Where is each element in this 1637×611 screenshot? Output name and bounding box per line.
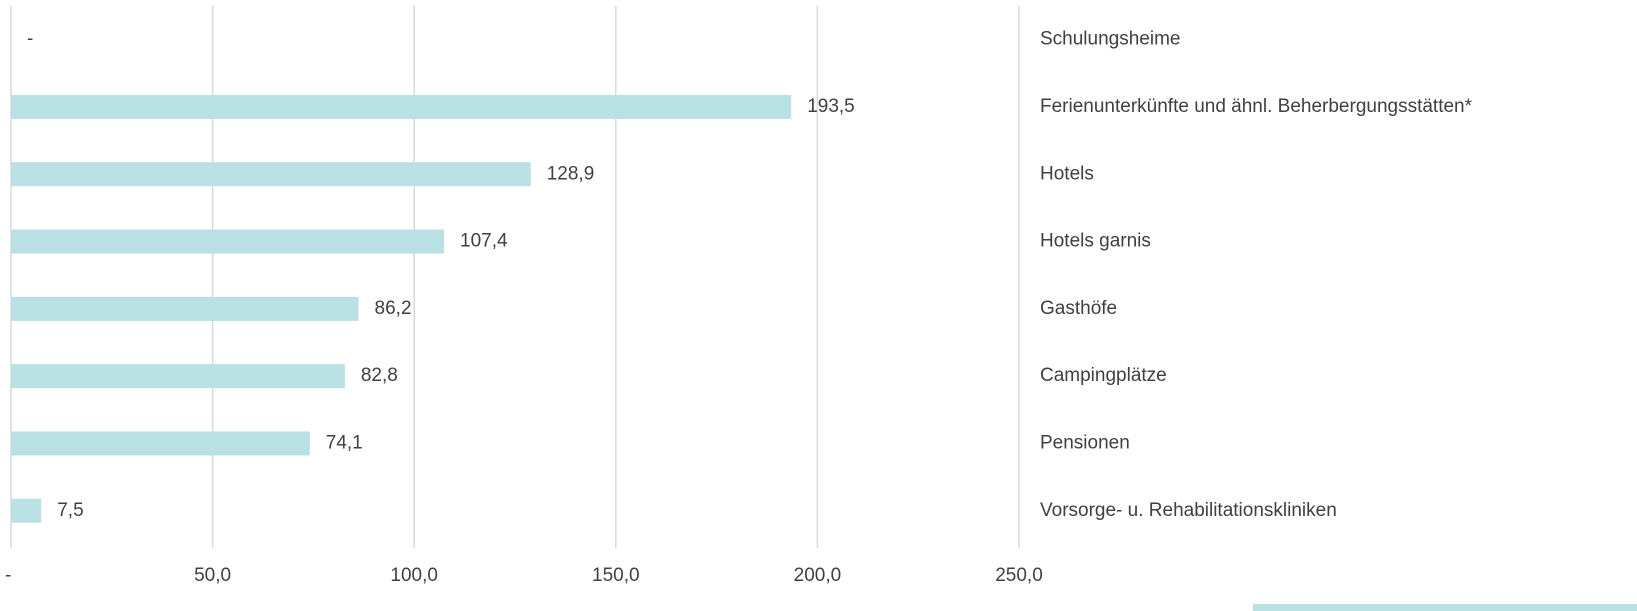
category-label: Ferienunterkünfte und ähnl. Beherbergung… <box>1040 96 1473 117</box>
bar <box>11 229 445 254</box>
bar <box>11 296 359 321</box>
category-label: Hotels garnis <box>1040 231 1151 252</box>
category-label: Campingplätze <box>1040 365 1167 386</box>
value-label: 86,2 <box>375 298 412 319</box>
value-label: 7,5 <box>57 500 83 521</box>
category-label: Schulungsheime <box>1040 29 1180 50</box>
category-label: Pensionen <box>1040 432 1130 453</box>
value-label: 107,4 <box>460 231 508 252</box>
value-label: 128,9 <box>547 163 595 184</box>
value-label: 82,8 <box>361 365 398 386</box>
category-label: Hotels <box>1040 163 1094 184</box>
x-tick-label: 250,0 <box>995 565 1043 586</box>
category-label: Vorsorge- u. Rehabilitationskliniken <box>1040 500 1337 521</box>
value-label: - <box>27 29 33 50</box>
bar <box>11 162 531 187</box>
x-tick-label: - <box>5 565 11 586</box>
x-tick-label: 200,0 <box>794 565 842 586</box>
legend-swatch <box>1253 604 1637 611</box>
x-tick-label: 50,0 <box>194 565 231 586</box>
x-tick-label: 150,0 <box>592 565 640 586</box>
value-label: 74,1 <box>326 432 363 453</box>
category-label: Gasthöfe <box>1040 298 1117 319</box>
value-label: 193,5 <box>807 96 855 117</box>
bar <box>11 431 310 456</box>
bar <box>11 364 345 389</box>
x-tick-label: 100,0 <box>390 565 438 586</box>
bar <box>11 498 42 523</box>
bar <box>11 94 792 119</box>
